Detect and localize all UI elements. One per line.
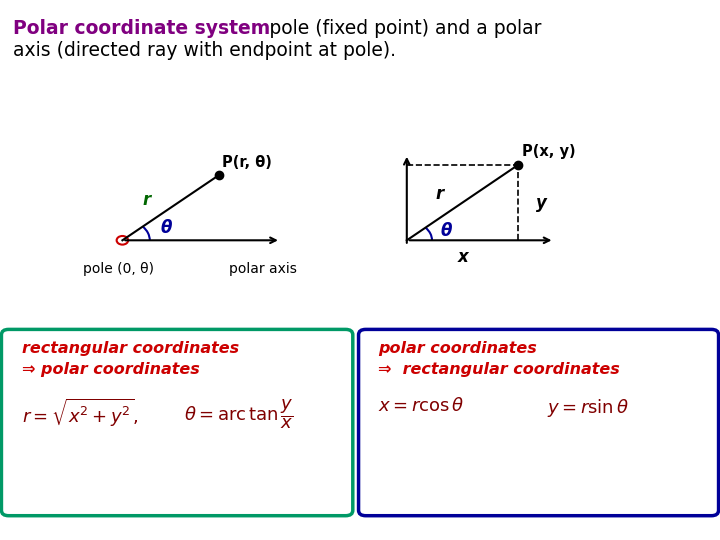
Text: Polar coordinate system: Polar coordinate system [13,19,270,38]
Text: θ: θ [441,221,452,240]
Text: P(x, y): P(x, y) [522,144,575,159]
Text: rectangular coordinates: rectangular coordinates [22,341,239,356]
Text: θ: θ [161,219,172,238]
FancyBboxPatch shape [1,329,353,516]
Text: ⇒ polar coordinates: ⇒ polar coordinates [22,362,199,377]
Text: $\theta = \mathrm{arc\,tan}\,\dfrac{y}{x}$: $\theta = \mathrm{arc\,tan}\,\dfrac{y}{x… [184,397,293,430]
Text: polar coordinates: polar coordinates [378,341,536,356]
Text: ⇒  rectangular coordinates: ⇒ rectangular coordinates [378,362,620,377]
Text: r: r [143,191,151,208]
Text: $y = r\sin\theta$: $y = r\sin\theta$ [547,397,629,419]
Text: Polar coordinate system: a pole (fixed point) and a polar
axis (directed ray wit: Polar coordinate system: a pole (fixed p… [13,19,541,60]
Text: $x = r\cos\theta$: $x = r\cos\theta$ [378,397,464,415]
Text: $r = \sqrt{x^2 + y^2},$: $r = \sqrt{x^2 + y^2},$ [22,397,138,429]
Text: x: x [457,248,468,266]
Text: polar axis: polar axis [229,262,297,276]
Text: pole (0, θ): pole (0, θ) [84,262,154,276]
Text: r: r [435,185,444,203]
Text: y: y [536,193,547,212]
Text: P(r, θ): P(r, θ) [222,155,272,170]
FancyBboxPatch shape [359,329,719,516]
